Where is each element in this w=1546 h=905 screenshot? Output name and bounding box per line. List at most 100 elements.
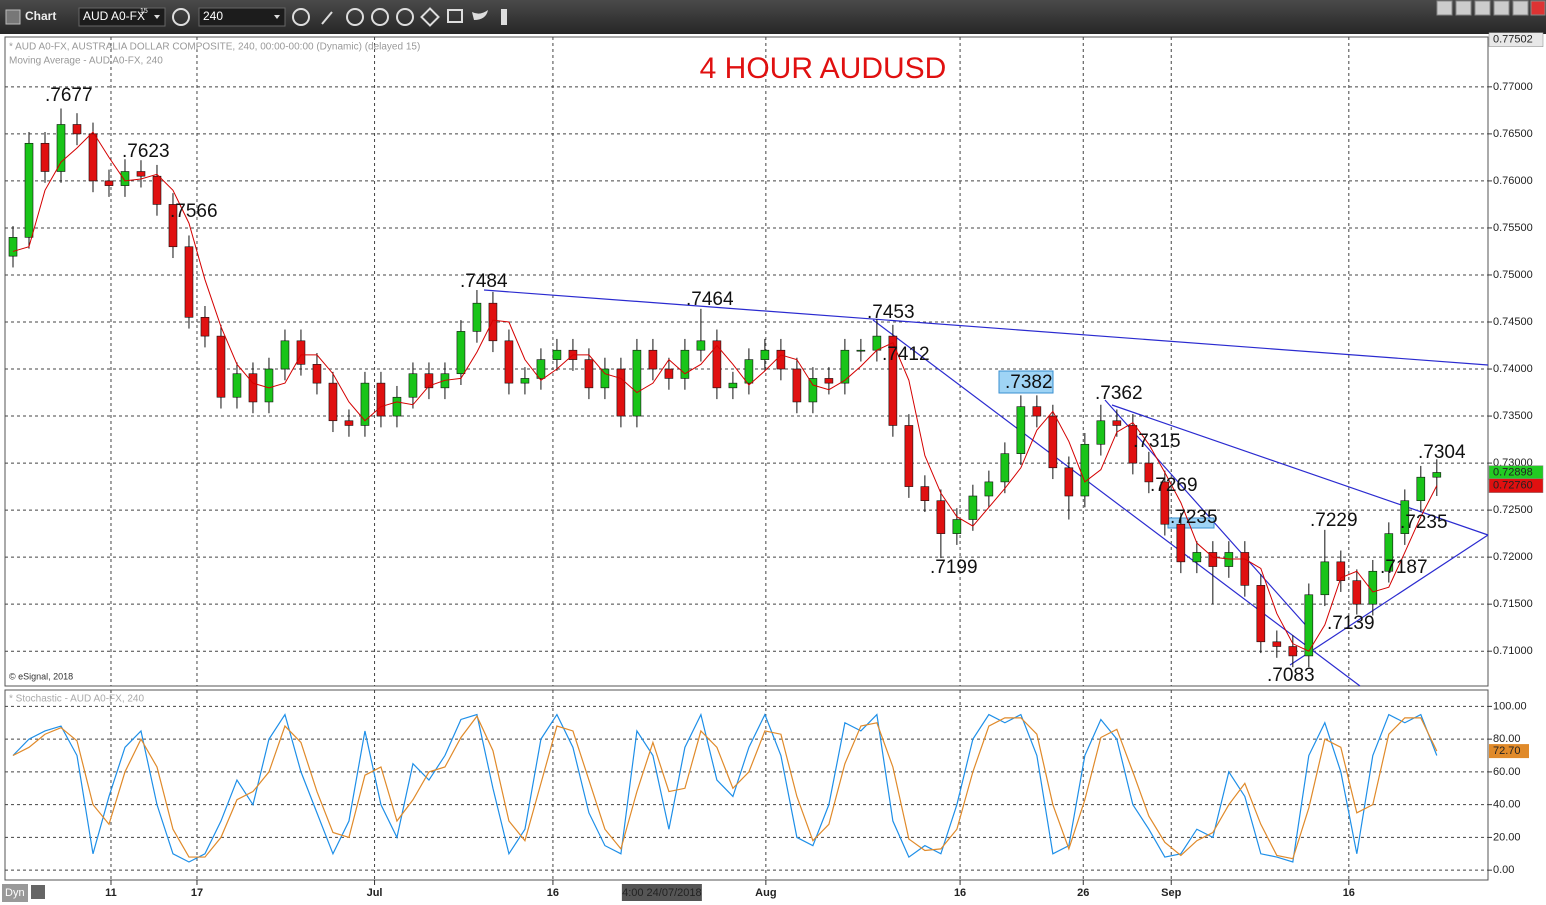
candle-body	[1032, 406, 1042, 417]
candle-body	[1304, 594, 1314, 657]
candle-body	[1432, 472, 1442, 478]
candle-body	[776, 349, 786, 370]
candle-body	[1112, 420, 1122, 426]
candle-body	[696, 340, 706, 351]
value-label-box	[1489, 744, 1529, 759]
close-button[interactable]	[1530, 0, 1546, 16]
candle-body	[1128, 425, 1138, 464]
x-tick-label: Sep	[1161, 887, 1181, 899]
candle-body	[520, 378, 530, 384]
candle-body	[616, 368, 626, 417]
candle-body	[376, 382, 386, 417]
price-annotation: .7139	[1327, 613, 1375, 634]
restore-button[interactable]	[1455, 0, 1472, 16]
line-button[interactable]	[346, 8, 364, 26]
candle-body	[392, 396, 402, 417]
candle-body	[952, 519, 962, 534]
time-button[interactable]	[292, 8, 310, 26]
lock-button[interactable]	[31, 885, 45, 899]
y-tick-label: 0.73500	[1493, 410, 1533, 422]
y-tick-label: 100.00	[1493, 700, 1527, 712]
settings-button[interactable]	[172, 8, 190, 26]
candle-body	[184, 246, 194, 318]
facebook-button[interactable]	[501, 9, 507, 25]
candle-body	[472, 302, 482, 332]
price-annotation: .7677	[45, 85, 93, 106]
candle-body	[1288, 646, 1298, 657]
candle-body	[424, 373, 434, 389]
candle-body	[104, 180, 114, 186]
price-annotation: .7412	[882, 344, 930, 365]
candle-body	[984, 481, 994, 497]
y-tick-label: 0.71000	[1493, 645, 1533, 657]
y-tick-label: 80.00	[1493, 733, 1521, 745]
trend-line	[1104, 399, 1311, 631]
candle-body	[1384, 533, 1394, 572]
candle-body	[24, 142, 34, 238]
candle-body	[1368, 570, 1378, 605]
price-label: 0.77502	[1493, 34, 1533, 46]
play-button[interactable]	[371, 8, 389, 26]
symbol-box[interactable]	[78, 7, 166, 27]
price-annotation: .7623	[122, 141, 170, 162]
symbol: AUD A0-FX	[83, 9, 145, 23]
dropdown-arrow	[154, 15, 160, 19]
x-tick-label: 11	[105, 887, 117, 899]
restore-button[interactable]	[1512, 0, 1529, 16]
candle-body	[312, 364, 322, 384]
alert-button[interactable]	[396, 8, 414, 26]
candle-body	[680, 349, 690, 379]
price-annotation: .7382	[1005, 372, 1053, 393]
candle-body	[232, 373, 242, 398]
interval: 240	[203, 9, 223, 23]
minimize-button[interactable]	[1474, 0, 1491, 16]
price-annotation: .7362	[1095, 383, 1143, 404]
price-annotation: .7566	[170, 201, 218, 222]
candle-body	[456, 331, 466, 375]
candle-body	[248, 373, 258, 403]
link-button[interactable]	[420, 7, 440, 27]
candle-body	[40, 142, 50, 172]
candle-body	[968, 495, 978, 520]
candle-body	[120, 171, 130, 186]
price-annotation: .7229	[1310, 510, 1358, 531]
candle-body	[1144, 462, 1154, 483]
mode-box[interactable]	[2, 884, 28, 902]
twitter-button[interactable]	[472, 10, 488, 20]
candle-body	[504, 340, 514, 384]
candle-body	[344, 420, 354, 426]
maximize-button[interactable]	[1493, 0, 1510, 16]
draw-button[interactable]	[321, 11, 333, 25]
price-annotation: .7453	[867, 302, 915, 323]
plot-layer: 11 17 Jul 16 Aug 16 26 Sep 16 4:00 24/07/2018 0.71…	[4, 32, 1544, 901]
candle-body	[200, 316, 210, 337]
candle-body	[72, 124, 82, 135]
candle-body	[584, 359, 594, 389]
y-tick-label: 0.74500	[1493, 316, 1533, 328]
price-annotation: .7199	[930, 557, 978, 578]
mode: Dyn	[5, 887, 25, 899]
candle-body	[328, 382, 338, 422]
price-annotation: .7187	[1380, 557, 1428, 578]
interval-box[interactable]	[198, 7, 286, 27]
y-tick-label: 0.74000	[1493, 363, 1533, 375]
crosshair-label: 4:00 24/07/2018	[622, 887, 702, 899]
candle-body	[136, 171, 146, 177]
candle-body	[1336, 561, 1346, 581]
candle-body	[1064, 467, 1074, 497]
highlight-box	[998, 370, 1054, 394]
comment-button[interactable]	[447, 9, 463, 23]
candle-body	[552, 349, 562, 360]
trend-line	[483, 289, 1489, 366]
price-label: 0.72898	[1493, 467, 1533, 479]
candle-body	[1400, 500, 1410, 534]
price-annotation: .7315	[1133, 431, 1181, 452]
price-label-box	[1488, 478, 1544, 493]
stochastic-panel	[4, 689, 1489, 881]
y-tick-label: 0.72500	[1493, 504, 1533, 516]
candle-body	[824, 378, 834, 384]
help-button[interactable]	[1436, 0, 1453, 16]
candle-body	[840, 349, 850, 384]
trend-line	[1289, 534, 1489, 666]
